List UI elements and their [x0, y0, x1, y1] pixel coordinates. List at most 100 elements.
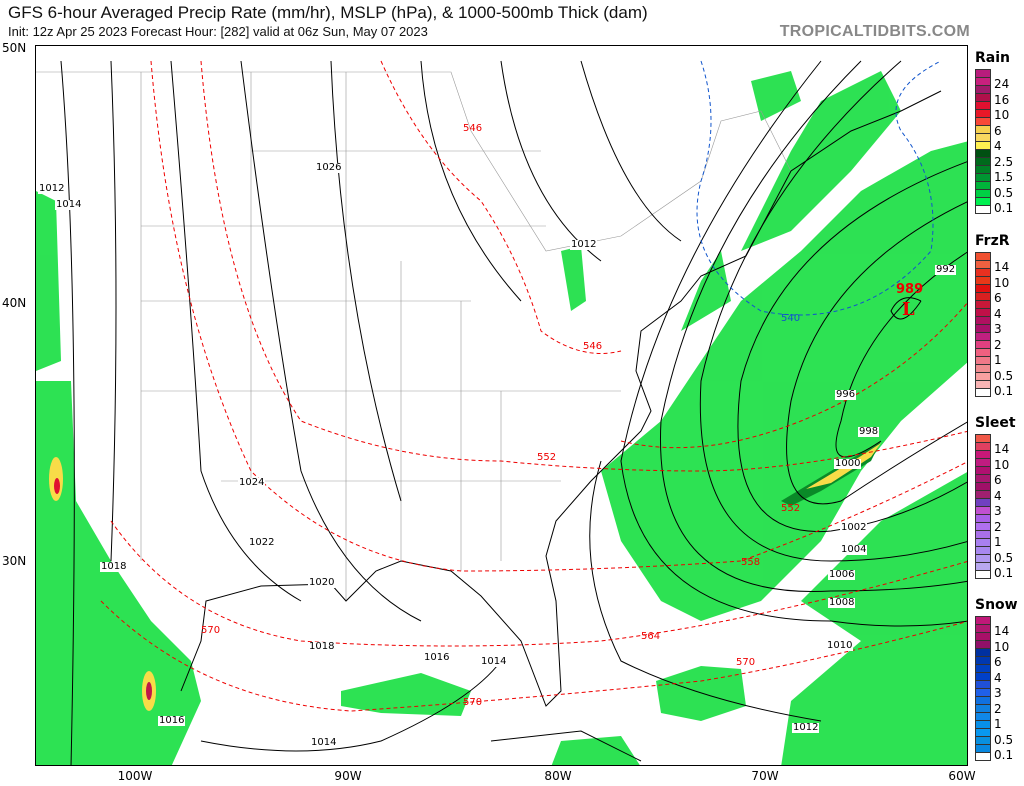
- legend-label: 1: [994, 535, 1002, 549]
- isobar-label: 1012: [38, 183, 66, 194]
- legend-swatch: [975, 388, 991, 397]
- legend-swatch: [975, 434, 991, 442]
- legend-swatch: [975, 712, 991, 720]
- legend-swatch: [975, 268, 991, 276]
- low-pressure-symbol: L: [902, 299, 915, 320]
- thickness-lines: [100, 60, 967, 712]
- legend-label: 6: [994, 123, 1002, 138]
- isobar-label: 1014: [55, 199, 83, 210]
- legend-swatch: [975, 252, 991, 260]
- political-borders: [36, 71, 792, 601]
- legend-swatch: [975, 109, 991, 117]
- legend-swatch: [975, 680, 991, 688]
- legend-label: 10: [994, 108, 1010, 122]
- legend-swatch: [975, 173, 991, 181]
- thickness-label: 552: [537, 452, 557, 463]
- legend-swatch: [975, 181, 991, 189]
- legend-sleet: Sleet 14 10 6 4 3 2 1 0.5 0.1: [975, 415, 1023, 579]
- legend-swatch: [975, 530, 991, 538]
- legend-rain: Rain 24 16 10 6 4 2.5 1.5 0.5 0.1: [975, 50, 1023, 214]
- legend-snow: Snow 14 10 6 4 3 2 1 0.5 0.1: [975, 597, 1023, 761]
- heavy-precip: [49, 441, 881, 711]
- legend-swatch: [975, 570, 991, 579]
- legend-swatch: [975, 292, 991, 300]
- legend-label: 2: [994, 337, 1002, 352]
- legend-swatch: [975, 149, 991, 157]
- legend-label: 10: [994, 275, 1010, 290]
- legend-label: 0.5: [994, 550, 1014, 565]
- isobar-label: 1000: [834, 458, 862, 469]
- legend-swatch: [975, 640, 991, 648]
- lon-label: 70W: [751, 769, 779, 783]
- isobar-label: 1016: [423, 652, 451, 663]
- legend-swatch: [975, 538, 991, 546]
- legend-swatch: [975, 125, 991, 133]
- legend-swatch: [975, 308, 991, 316]
- isobar-label: 1014: [310, 737, 338, 748]
- legend-label: 1: [994, 353, 1002, 367]
- legend-swatch: [975, 356, 991, 364]
- map-canvas: [36, 60, 967, 765]
- legend-label: 3: [994, 686, 1002, 700]
- legend-label: 0.1: [994, 566, 1014, 580]
- isobar-label: 1022: [248, 537, 276, 548]
- legend-swatch: [975, 466, 991, 474]
- legend-swatch: [975, 284, 991, 292]
- low-pressure-value: 989: [896, 282, 924, 297]
- lon-label: 80W: [544, 769, 572, 783]
- legend-swatch: [975, 498, 991, 506]
- legend-swatch: [975, 664, 991, 672]
- legend-title: Snow: [975, 597, 1018, 613]
- legend-swatch: [975, 506, 991, 514]
- thickness-label: 570: [201, 625, 221, 636]
- legend-label: 14: [994, 624, 1010, 638]
- legend-title: Rain: [975, 50, 1010, 66]
- legend-swatch: [975, 554, 991, 562]
- isobars: [60, 60, 967, 765]
- coastline: [180, 90, 942, 762]
- legend-swatch: [975, 340, 991, 348]
- isobar-label: 1012: [792, 722, 820, 733]
- isobar-label: 998: [858, 426, 880, 437]
- thickness-label: 540: [781, 313, 801, 324]
- legend-label: 4: [994, 488, 1002, 503]
- legend-label: 4: [994, 306, 1002, 321]
- legend-swatch: [975, 562, 991, 570]
- legend-label: 6: [994, 291, 1002, 305]
- legend-swatch: [975, 672, 991, 680]
- legend-swatch: [975, 133, 991, 141]
- isobar-label: 1016: [158, 715, 186, 726]
- legend-swatch: [975, 474, 991, 482]
- legend-swatch: [975, 752, 991, 761]
- legend-swatch: [975, 624, 991, 632]
- legend-label: 14: [994, 260, 1010, 274]
- legend-label: 0.5: [994, 368, 1014, 383]
- legend-swatch: [975, 648, 991, 656]
- isobar-label: 1010: [826, 640, 854, 651]
- legend-label: 2.5: [994, 154, 1014, 169]
- brand-watermark: TROPICALTIDBITS.COM: [779, 23, 970, 40]
- legend-swatch: [975, 101, 991, 109]
- legend-swatch: [975, 117, 991, 125]
- legend-title: FrzR: [975, 233, 1010, 249]
- isobar-label: 992: [935, 264, 957, 275]
- thickness-label: 570: [463, 697, 483, 708]
- weather-map: [35, 45, 968, 766]
- map-subtitle: Init: 12z Apr 25 2023 Forecast Hour: [28…: [8, 24, 428, 39]
- lon-label: 60W: [948, 769, 976, 783]
- lat-label: 30N: [2, 554, 27, 568]
- legend-swatch: [975, 380, 991, 388]
- legend-swatch: [975, 450, 991, 458]
- legend-swatch: [975, 260, 991, 268]
- legend-label: 2: [994, 701, 1002, 716]
- legend-swatch: [975, 165, 991, 173]
- legend-swatch: [975, 704, 991, 712]
- legend-swatch: [975, 205, 991, 214]
- legend-swatch: [975, 616, 991, 624]
- isobar-label: 1018: [100, 561, 128, 572]
- legend-swatch: [975, 442, 991, 450]
- legend-swatch: [975, 69, 991, 77]
- legend-label: 10: [994, 457, 1010, 472]
- isobar-label: 996: [835, 389, 857, 400]
- lat-label: 50N: [2, 41, 27, 55]
